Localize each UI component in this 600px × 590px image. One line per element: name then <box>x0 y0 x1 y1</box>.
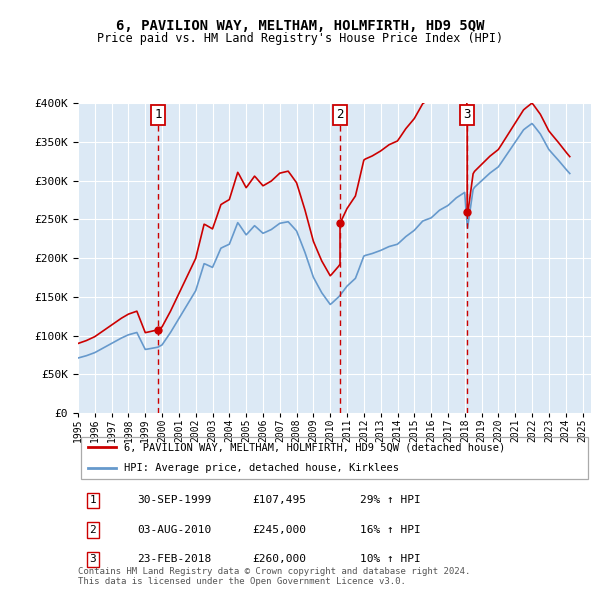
Text: £260,000: £260,000 <box>252 555 306 564</box>
Text: 6, PAVILION WAY, MELTHAM, HOLMFIRTH, HD9 5QW: 6, PAVILION WAY, MELTHAM, HOLMFIRTH, HD9… <box>116 19 484 33</box>
Text: Contains HM Land Registry data © Crown copyright and database right 2024.
This d: Contains HM Land Registry data © Crown c… <box>78 567 470 586</box>
Text: 23-FEB-2018: 23-FEB-2018 <box>137 555 211 564</box>
Text: 03-AUG-2010: 03-AUG-2010 <box>137 525 211 535</box>
Text: 29% ↑ HPI: 29% ↑ HPI <box>360 496 421 505</box>
Text: 6, PAVILION WAY, MELTHAM, HOLMFIRTH, HD9 5QW (detached house): 6, PAVILION WAY, MELTHAM, HOLMFIRTH, HD9… <box>124 442 505 453</box>
Text: HPI: Average price, detached house, Kirklees: HPI: Average price, detached house, Kirk… <box>124 463 399 473</box>
Text: £107,495: £107,495 <box>252 496 306 505</box>
Text: 1: 1 <box>89 496 97 505</box>
Text: 2: 2 <box>337 109 344 122</box>
Text: 2: 2 <box>89 525 97 535</box>
Text: 3: 3 <box>463 109 471 122</box>
Text: 30-SEP-1999: 30-SEP-1999 <box>137 496 211 505</box>
Text: Price paid vs. HM Land Registry's House Price Index (HPI): Price paid vs. HM Land Registry's House … <box>97 32 503 45</box>
Text: 16% ↑ HPI: 16% ↑ HPI <box>360 525 421 535</box>
Text: 3: 3 <box>89 555 97 564</box>
Text: 1: 1 <box>154 109 161 122</box>
Text: 10% ↑ HPI: 10% ↑ HPI <box>360 555 421 564</box>
Text: £245,000: £245,000 <box>252 525 306 535</box>
